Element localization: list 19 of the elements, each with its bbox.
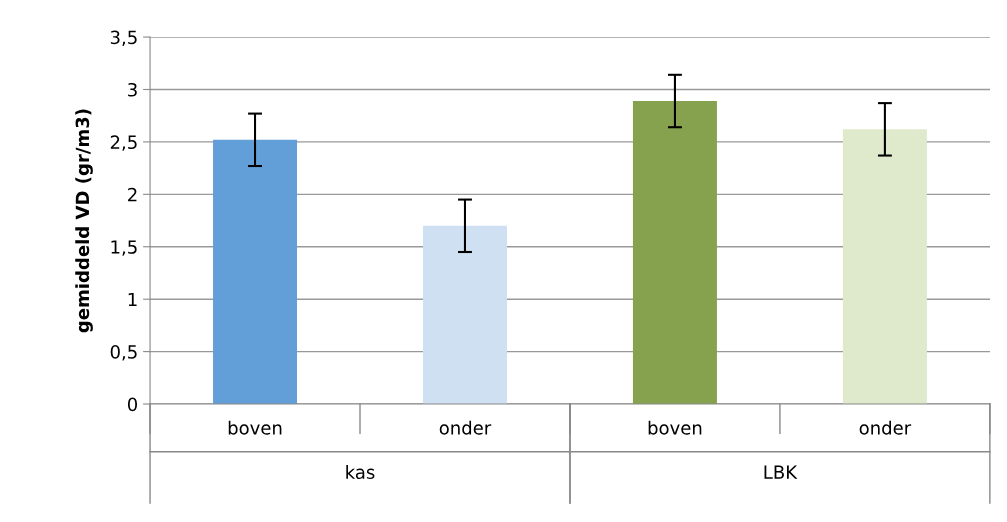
y-tick-label: 2,5 xyxy=(110,135,137,151)
bar xyxy=(842,129,927,405)
y-tick-label: 0,5 xyxy=(110,345,137,361)
y-tick-label: 1 xyxy=(128,292,137,307)
text: LBK xyxy=(764,465,798,479)
y-tick-label: 0 xyxy=(127,397,138,412)
text: kas xyxy=(346,465,375,479)
y-axis-title: gemiddeld VD (gr/m3) xyxy=(75,109,93,333)
x-tick-label: boven xyxy=(648,420,702,435)
y-tick-label: 1,5 xyxy=(111,240,137,256)
y-tick-label: 2 xyxy=(128,187,137,202)
y-tick-label: 3 xyxy=(128,82,137,97)
x-tick-label: onder xyxy=(859,420,912,435)
bar xyxy=(632,101,717,405)
x-tick-label: boven xyxy=(228,420,282,435)
y-tick-label: 3,5 xyxy=(110,30,137,47)
x-tick-label: onder xyxy=(439,420,492,435)
bar xyxy=(422,225,507,405)
bar xyxy=(213,139,298,405)
